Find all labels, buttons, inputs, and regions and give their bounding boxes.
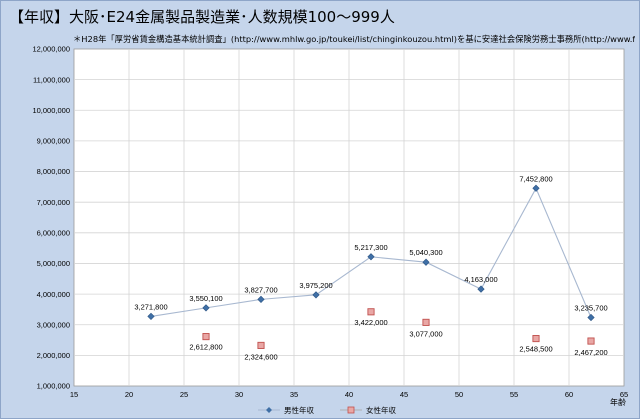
x-axis-label: 年齢 (610, 397, 626, 407)
y-tick-label: 4,000,000 (37, 290, 70, 299)
male-data-label: 4,163,000 (464, 275, 497, 284)
y-axis-ticks: 1,000,000 2,000,000 3,000,000 4,000,000 5,00… (32, 45, 70, 391)
y-tick-label: 9,000,000 (37, 137, 70, 146)
x-tick-label: 40 (345, 390, 353, 399)
male-data-point (477, 285, 485, 293)
male-data-point (532, 184, 540, 192)
x-axis-ticks: 15 20 25 30 35 40 45 50 55 60 65 (70, 390, 628, 399)
y-tick-label: 5,000,000 (37, 259, 70, 268)
x-tick-label: 30 (235, 390, 243, 399)
male-data-label: 3,827,700 (244, 285, 277, 294)
female-data-point (367, 308, 375, 316)
male-data-label: 3,235,700 (574, 304, 607, 313)
y-tick-label: 7,000,000 (37, 198, 70, 207)
male-data-label: 3,975,200 (299, 281, 332, 290)
x-tick-label: 60 (565, 390, 573, 399)
male-data-label: 5,040,300 (409, 248, 442, 257)
male-data-point (257, 295, 265, 303)
male-data-point (147, 312, 155, 321)
female-data-point (202, 333, 210, 341)
male-data-point (367, 253, 375, 261)
female-data-point (587, 337, 595, 345)
male-data-point (587, 313, 595, 322)
legend-swatch-female (347, 406, 355, 414)
male-data-label: 3,550,100 (189, 294, 222, 303)
x-tick-label: 25 (180, 390, 188, 399)
y-tick-label: 6,000,000 (37, 229, 70, 238)
x-tick-label: 65 (620, 390, 628, 399)
legend-label: 女性年収 (366, 405, 396, 415)
x-tick-label: 20 (125, 390, 133, 399)
y-tick-label: 10,000,000 (32, 106, 70, 115)
male-data-point (422, 258, 430, 266)
chart-subtitle: ＊H28年「厚労省賃金構造基本統計調査」(http://www.mhlw.go.… (73, 34, 635, 44)
x-tick-label: 45 (400, 390, 408, 399)
female-data-point (257, 341, 265, 349)
legend-label: 男性年収 (284, 405, 314, 415)
y-tick-label: 3,000,000 (37, 320, 70, 329)
y-tick-label: 11,000,000 (33, 75, 70, 84)
data-labels: 3,271,800 3,550,100 3,827,700 3,975,200 5,21… (134, 174, 607, 361)
male-data-point (312, 291, 320, 299)
chart-title: 【年収】大阪･E24金属製品製造業･人数規模100～999人 (9, 8, 395, 26)
male-data-point (202, 304, 210, 312)
y-tick-label: 8,000,000 (37, 167, 70, 176)
female-data-label: 2,324,600 (244, 352, 277, 361)
female-data-point (422, 318, 430, 326)
female-data-label: 2,467,200 (574, 348, 607, 357)
male-data-label: 3,271,800 (134, 302, 167, 311)
x-tick-label: 55 (510, 390, 518, 399)
female-data-label: 3,077,000 (409, 329, 442, 338)
y-tick-label: 12,000,000 (32, 45, 70, 54)
grid-lines (74, 49, 624, 386)
y-tick-label: 2,000,000 (37, 351, 70, 360)
male-data-label: 7,452,800 (519, 174, 552, 183)
female-data-point (532, 335, 540, 343)
female-data-label: 3,422,000 (354, 318, 387, 327)
x-tick-label: 35 (290, 390, 298, 399)
series-layer (147, 184, 595, 349)
legend: 男性年収 女性年収 (258, 405, 396, 415)
female-data-label: 2,548,500 (519, 345, 552, 354)
y-tick-label: 1,000,000 (37, 382, 70, 391)
legend-swatch-male (266, 407, 272, 413)
x-tick-label: 15 (70, 390, 78, 399)
x-tick-label: 50 (455, 390, 463, 399)
female-data-label: 2,612,800 (189, 343, 222, 352)
male-data-label: 5,217,300 (354, 243, 387, 252)
